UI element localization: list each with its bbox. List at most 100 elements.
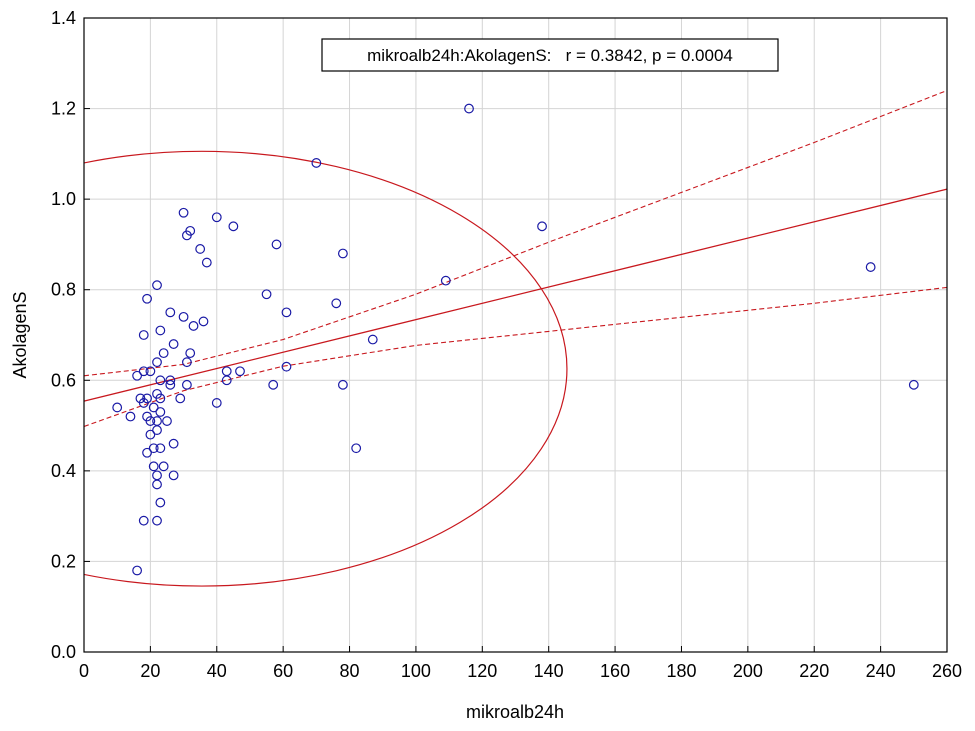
x-tick-label: 180 [666, 661, 696, 681]
x-tick-label: 200 [733, 661, 763, 681]
data-point [201, 257, 212, 268]
data-point [351, 443, 362, 454]
data-point [311, 158, 322, 168]
data-point [185, 225, 196, 236]
data-point [281, 307, 292, 318]
data-point [138, 330, 149, 340]
data-point [235, 366, 245, 377]
data-point [338, 248, 348, 259]
data-point [145, 429, 156, 440]
data-point [152, 470, 162, 481]
x-axis-title: mikroalb24h [466, 702, 564, 722]
data-point [195, 244, 206, 254]
data-point [168, 339, 179, 349]
points-layer [112, 103, 919, 576]
y-tick-label: 0.2 [51, 551, 76, 571]
annotation-box: mikroalb24h:AkolagenS: r = 0.3842, p = 0… [321, 38, 779, 72]
y-tick-label: 1.2 [51, 99, 76, 119]
x-tick-label: 20 [140, 661, 160, 681]
data-point [125, 411, 136, 422]
data-point [138, 515, 149, 526]
data-point [155, 325, 166, 336]
data-point [188, 321, 199, 331]
data-point [211, 398, 222, 408]
x-tick-label: 60 [273, 661, 293, 681]
data-point [152, 425, 162, 436]
x-tick-label: 220 [799, 661, 829, 681]
x-tick-label: 120 [467, 661, 497, 681]
data-point [142, 447, 152, 458]
y-tick-label: 0.6 [51, 370, 76, 390]
y-tick-label: 0.4 [51, 461, 76, 481]
x-tick-label: 140 [534, 661, 564, 681]
data-point [152, 479, 162, 490]
data-point [271, 239, 282, 250]
data-point [162, 416, 172, 426]
y-tick-label: 0.8 [51, 280, 76, 300]
x-tick-label: 260 [932, 661, 962, 681]
correlation-annotation: mikroalb24h:AkolagenS: r = 0.3842, p = 0… [367, 46, 733, 65]
data-point [165, 375, 176, 386]
data-point [185, 348, 196, 359]
data-point [138, 366, 149, 377]
data-point [367, 334, 378, 345]
data-point [152, 357, 162, 368]
x-tick-label: 100 [401, 661, 431, 681]
data-point [908, 379, 919, 390]
data-point [175, 393, 186, 404]
annotation-frame [321, 38, 779, 72]
data-point [155, 393, 166, 404]
plot-frame [83, 17, 948, 653]
y-tick-label: 0.0 [51, 642, 76, 662]
y-axis-title: AkolagenS [10, 291, 30, 378]
data-point [331, 298, 342, 309]
data-point [158, 461, 169, 472]
data-point [165, 379, 176, 390]
regression-line [83, 188, 948, 402]
data-point [112, 402, 123, 413]
tick-layer: 0 20 40 60 80 100 120 140 160 180 200 220 240 260 0.0 0… [51, 8, 962, 681]
data-point [228, 221, 239, 232]
data-point [281, 361, 292, 372]
x-tick-label: 240 [866, 661, 896, 681]
data-point [152, 515, 162, 526]
data-point [865, 262, 876, 272]
data-point [132, 370, 143, 381]
data-point [537, 221, 547, 232]
data-point [155, 497, 166, 508]
data-point [152, 280, 162, 291]
data-point [198, 316, 209, 327]
data-point [148, 402, 159, 413]
x-tick-label: 80 [340, 661, 360, 681]
y-tick-label: 1.0 [51, 189, 76, 209]
data-point [178, 207, 189, 218]
y-tick-label: 1.4 [51, 8, 76, 28]
data-point [145, 366, 156, 377]
data-point [178, 311, 189, 322]
data-point [168, 470, 179, 481]
data-point [221, 366, 232, 377]
confidence-band-lower [83, 286, 948, 428]
x-tick-label: 0 [79, 661, 89, 681]
data-point [165, 307, 176, 318]
data-point [440, 275, 451, 286]
data-point [132, 565, 143, 576]
data-point [148, 443, 159, 454]
data-point [168, 438, 179, 449]
data-point [155, 443, 166, 454]
data-point [155, 375, 166, 386]
data-point [211, 212, 222, 223]
data-point [145, 416, 156, 426]
confidence-ellipse [84, 150, 568, 587]
data-point [158, 348, 169, 359]
confidence-band-upper [83, 89, 948, 377]
data-point [181, 357, 192, 368]
data-point [142, 293, 152, 304]
grid-layer [84, 18, 947, 652]
data-point [152, 416, 162, 426]
data-point [142, 393, 152, 404]
data-point [261, 289, 272, 300]
data-point [181, 379, 192, 390]
